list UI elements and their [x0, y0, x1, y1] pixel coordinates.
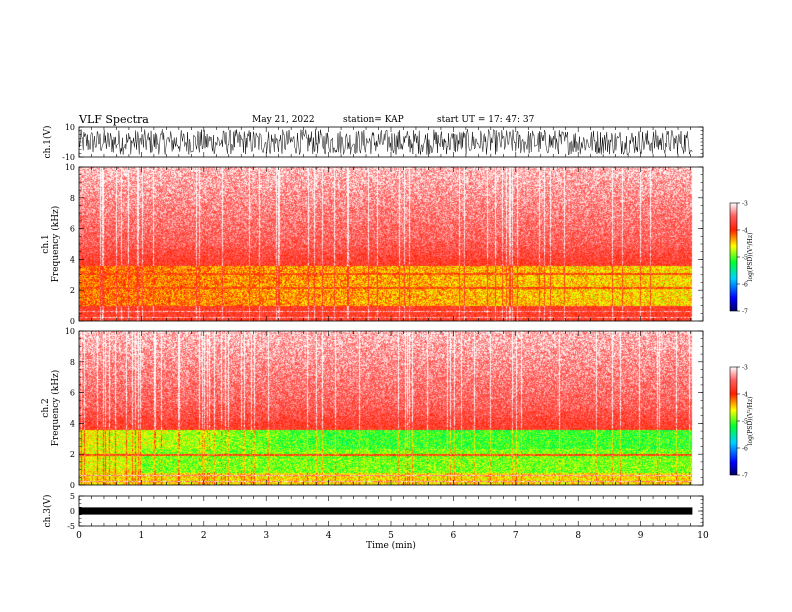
- x-tick-label: 7: [513, 531, 519, 541]
- y-tick-label: -5: [67, 522, 75, 531]
- start-time-label: start UT = 17: 47: 37: [437, 115, 535, 125]
- colorbar-tick-label: -7: [742, 473, 748, 480]
- x-tick-label: 8: [575, 531, 581, 541]
- colorbar-tick-label: -5: [742, 255, 748, 262]
- ch-y-axis-label: ch.1(V): [42, 126, 53, 159]
- x-tick-label: 0: [76, 531, 82, 541]
- x-axis-label: Time (min): [366, 540, 416, 551]
- x-tick-label: 4: [326, 531, 332, 541]
- y-tick-label: 5: [70, 492, 75, 501]
- y-tick-label: 0: [70, 507, 75, 516]
- x-tick-label: 10: [697, 531, 709, 541]
- y-tick-label: -10: [62, 153, 75, 162]
- x-tick-label: 2: [201, 531, 207, 541]
- colorbar-tick-label: -3: [742, 365, 748, 372]
- colorbar-tick-label: -6: [742, 446, 748, 453]
- x-tick-label: 5: [388, 531, 394, 541]
- ch2-spectrogram-image: [79, 331, 703, 485]
- colorbar-label: log(PSD)(V²/Hz): [747, 233, 754, 282]
- colorbar-tick-label: -7: [742, 309, 748, 316]
- colorbar-tick-label: -6: [742, 282, 748, 289]
- ch3-waveform-band: [79, 507, 693, 515]
- y-tick-label: 2: [70, 286, 75, 295]
- y-tick-label: 6: [70, 225, 75, 234]
- ch-y-axis-label: ch.3(V): [42, 495, 53, 528]
- colorbar-tick-label: -4: [742, 228, 748, 235]
- x-tick-label: 9: [638, 531, 644, 541]
- y-tick-label: 4: [70, 255, 75, 264]
- ch1-colorbar: [729, 202, 738, 312]
- colorbar-tick-label: -5: [742, 419, 748, 426]
- ch-y-axis-label: Frequency (kHz): [50, 206, 61, 283]
- x-tick-label: 6: [451, 531, 457, 541]
- ch-y-axis-label: ch.1: [41, 234, 51, 253]
- y-tick-label: 0: [70, 481, 75, 490]
- figure-title: VLF Spectra: [79, 113, 149, 126]
- y-tick-label: 2: [70, 450, 75, 459]
- ch-y-axis-label: ch.2: [41, 398, 51, 417]
- x-tick-label: 3: [263, 531, 269, 541]
- ch-y-axis-label: Frequency (kHz): [50, 370, 61, 447]
- date-label: May 21, 2022: [252, 115, 315, 125]
- ch1-waveform-line: [78, 128, 693, 156]
- y-tick-label: 8: [70, 358, 75, 367]
- y-tick-label: 6: [70, 389, 75, 398]
- y-tick-label: 0: [70, 317, 75, 326]
- ch2-colorbar: [729, 366, 738, 476]
- colorbar-tick-label: -3: [742, 201, 748, 208]
- colorbar-label: log(PSD)(V²/Hz): [747, 397, 754, 446]
- y-tick-label: 10: [65, 327, 75, 336]
- y-tick-label: 4: [70, 419, 75, 428]
- y-tick-label: 10: [65, 163, 75, 172]
- station-label: station= KAP: [343, 115, 404, 125]
- colorbar-tick-label: -4: [742, 392, 748, 399]
- y-tick-label: 8: [70, 194, 75, 203]
- x-tick-label: 1: [139, 531, 145, 541]
- ch1-spectrogram-image: [79, 167, 703, 321]
- y-tick-label: 10: [65, 123, 75, 132]
